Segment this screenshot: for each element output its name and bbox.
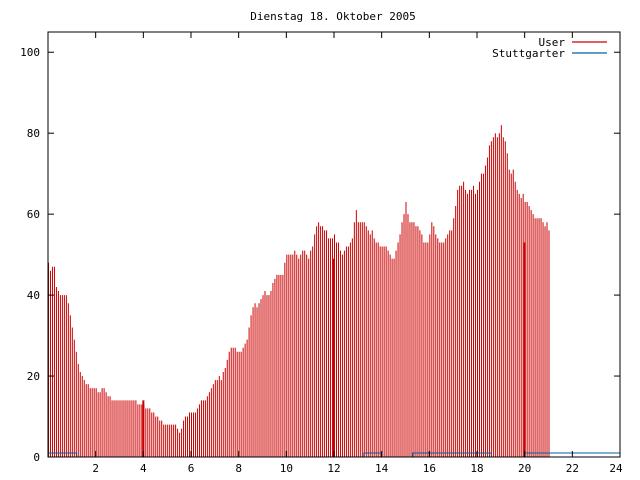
x-tick-label: 2 xyxy=(92,462,99,475)
y-tick-label: 80 xyxy=(27,127,40,140)
x-tick-label: 8 xyxy=(235,462,242,475)
y-tick-label: 20 xyxy=(27,370,40,383)
x-tick-label: 6 xyxy=(188,462,195,475)
chart-title: Dienstag 18. Oktober 2005 xyxy=(250,10,416,23)
x-tick-label: 16 xyxy=(423,462,436,475)
user-bars xyxy=(48,125,550,457)
y-tick-label: 40 xyxy=(27,289,40,302)
x-tick-label: 4 xyxy=(140,462,147,475)
x-tick-label: 18 xyxy=(470,462,483,475)
y-tick-label: 0 xyxy=(33,451,40,464)
x-tick-label: 12 xyxy=(327,462,340,475)
x-tick-label: 24 xyxy=(609,462,623,475)
x-tick-label: 20 xyxy=(518,462,531,475)
x-tick-label: 14 xyxy=(375,462,389,475)
axes xyxy=(47,31,621,458)
legend: User Stuttgarter xyxy=(492,36,607,60)
y-tick-label: 100 xyxy=(20,46,40,59)
x-tick-label: 22 xyxy=(566,462,579,475)
y-tick-label: 60 xyxy=(27,208,40,221)
legend-label-user: User xyxy=(539,36,566,49)
x-tick-label: 10 xyxy=(280,462,293,475)
legend-label-stuttgarter: Stuttgarter xyxy=(492,47,565,60)
